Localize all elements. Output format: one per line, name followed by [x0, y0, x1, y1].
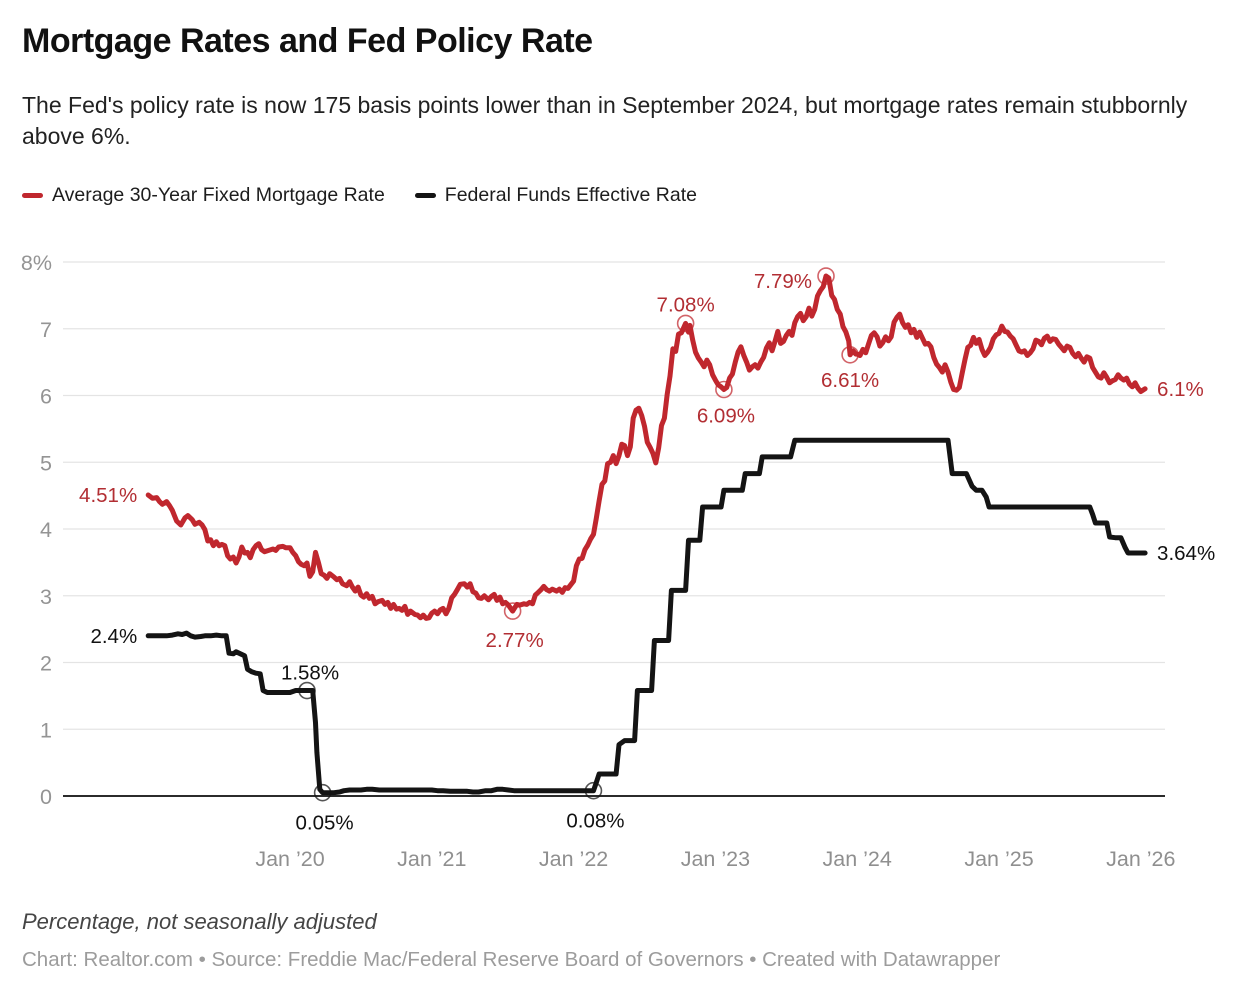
legend-label: Average 30-Year Fixed Mortgage Rate — [52, 184, 385, 206]
value-annotation: 2.77% — [486, 629, 544, 652]
chart-subtitle: The Fed's policy rate is now 175 basis p… — [22, 92, 1188, 149]
data-point-marker — [298, 681, 316, 700]
value-annotation: 0.08% — [566, 810, 624, 833]
y-tick-label: 3 — [40, 585, 52, 609]
value-annotation: 4.51% — [79, 484, 137, 507]
data-point-marker — [676, 314, 695, 333]
y-tick-label: 5 — [40, 451, 52, 475]
value-annotation: 6.61% — [821, 369, 879, 392]
x-tick-label: Jan ’25 — [964, 847, 1033, 871]
y-tick-label: 0 — [40, 785, 52, 809]
x-tick-label: Jan ’20 — [255, 847, 324, 871]
value-annotation: 3.64% — [1157, 542, 1215, 565]
legend-label: Federal Funds Effective Rate — [444, 184, 697, 206]
x-tick-label: Jan ’26 — [1106, 847, 1175, 871]
data-point-marker — [584, 781, 603, 800]
value-annotation: 6.1% — [1157, 378, 1204, 401]
x-tick-label: Jan ’24 — [823, 847, 892, 871]
legend-item-mortgage-rate: Average 30-Year Fixed Mortgage Rate — [22, 184, 385, 207]
source-credit: Chart: Realtor.com • Source: Freddie Mac… — [22, 948, 1001, 971]
y-tick-label: 6 — [40, 385, 52, 409]
mortgage-rate-line — [145, 273, 1148, 621]
value-annotation: 7.79% — [754, 270, 812, 293]
x-tick-label: Jan ’23 — [681, 847, 750, 871]
legend-swatch-black-icon — [414, 193, 436, 198]
data-point-marker — [715, 380, 733, 399]
value-annotation: 1.58% — [281, 662, 339, 685]
value-annotation: 0.05% — [296, 812, 354, 835]
y-tick-label: 1 — [40, 718, 52, 742]
legend-swatch-red-icon — [22, 193, 43, 198]
y-tick-label: 7 — [40, 318, 52, 342]
x-tick-label: Jan ’21 — [397, 847, 466, 871]
data-point-marker — [503, 602, 522, 620]
x-tick-label: Jan ’22 — [539, 847, 608, 871]
legend: Average 30-Year Fixed Mortgage Rate Fede… — [22, 184, 697, 207]
y-tick-label: 8% — [21, 251, 52, 275]
y-tick-label: 2 — [40, 652, 52, 676]
value-annotation: 6.09% — [697, 404, 755, 427]
page-title: Mortgage Rates and Fed Policy Rate — [22, 22, 593, 60]
axis-unit-note: Percentage, not seasonally adjusted — [22, 909, 377, 934]
data-point-marker — [841, 345, 859, 364]
fed-funds-line — [145, 437, 1148, 796]
y-tick-label: 4 — [40, 518, 52, 542]
data-point-marker — [313, 783, 332, 802]
data-point-marker — [817, 267, 835, 285]
value-annotation: 2.4% — [90, 625, 137, 648]
value-annotation: 7.08% — [657, 293, 715, 316]
legend-item-fed-funds-rate: Federal Funds Effective Rate — [414, 184, 697, 207]
